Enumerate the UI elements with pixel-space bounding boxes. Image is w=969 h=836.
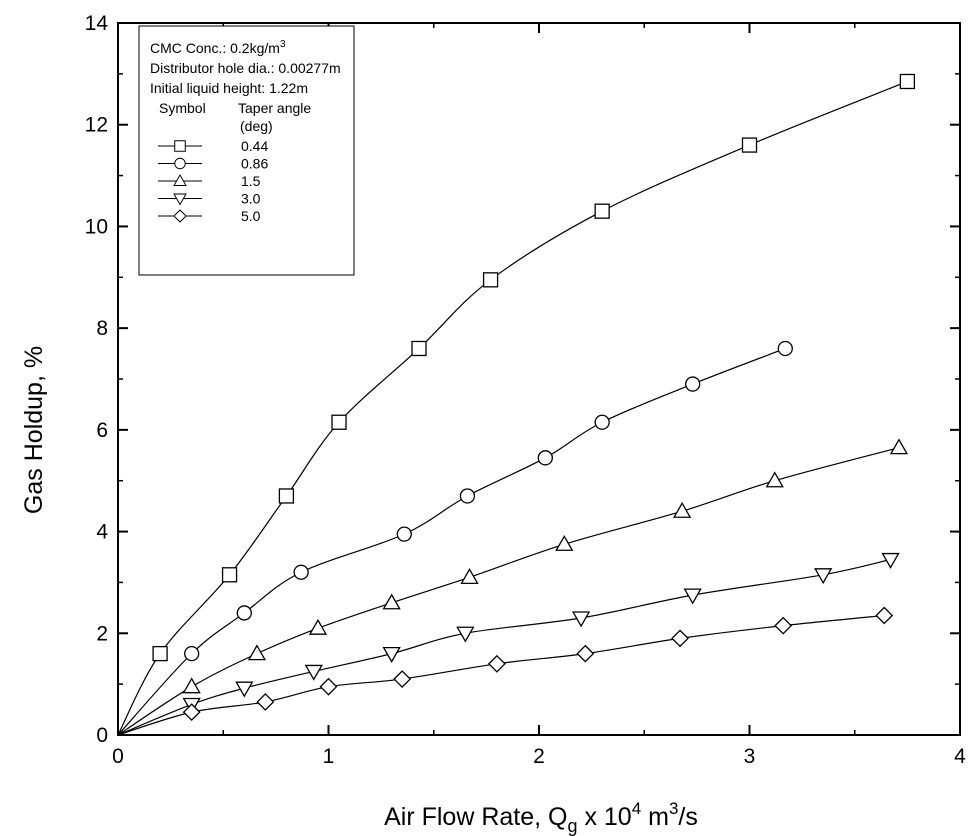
legend-marker <box>174 157 186 170</box>
legend-label: 1.5 <box>241 173 261 189</box>
data-point <box>382 646 401 663</box>
data-point <box>182 703 201 722</box>
x-axis-title: Air Flow Rate, Qg x 104 m3/s <box>384 799 698 836</box>
legend-entry: 5.0 <box>158 208 261 224</box>
legend-symbol-header: Symbol <box>159 100 206 116</box>
data-point <box>460 568 479 584</box>
data-point <box>182 677 201 694</box>
data-point <box>152 645 168 662</box>
data-point <box>319 677 338 696</box>
legend-entry: 0.44 <box>158 138 268 154</box>
series-triangle-up <box>117 438 909 736</box>
data-point <box>765 471 784 488</box>
legend-marker <box>173 193 187 206</box>
y-tick-label: 10 <box>85 215 108 238</box>
data-point <box>576 644 595 663</box>
legend-line-conc: CMC Conc.: 0.2kg/m3 <box>150 39 286 56</box>
data-point <box>671 629 689 648</box>
y-tick-label: 0 <box>96 724 108 747</box>
y-tick-label: 6 <box>96 419 108 442</box>
legend-line-height: Initial liquid height: 1.22m <box>150 80 308 96</box>
data-point <box>382 593 401 610</box>
data-point <box>555 534 574 551</box>
data-point <box>875 606 894 625</box>
data-point <box>304 664 323 681</box>
y-axis-title: Gas Holdup, % <box>20 346 48 514</box>
y-tick-label: 8 <box>96 317 108 340</box>
legend-entry: 3.0 <box>158 191 261 207</box>
legend-marker <box>174 140 186 152</box>
x-tick-label: 4 <box>954 745 966 768</box>
data-point <box>741 137 758 153</box>
data-point <box>482 272 499 288</box>
data-point <box>685 376 701 392</box>
data-point <box>881 552 900 569</box>
data-point <box>308 618 328 635</box>
data-point <box>487 654 506 673</box>
data-point <box>236 605 252 621</box>
legend-marker <box>173 209 187 223</box>
y-tick-label: 12 <box>85 114 108 137</box>
data-point <box>393 670 412 688</box>
y-tick-label: 14 <box>85 12 109 35</box>
y-tick-label: 4 <box>96 521 108 544</box>
legend-marker <box>173 174 187 186</box>
series-line <box>117 614 885 736</box>
series-line <box>117 558 891 736</box>
data-point <box>673 501 692 518</box>
legend-label: 0.44 <box>241 138 268 154</box>
data-point <box>777 340 793 357</box>
data-point <box>594 414 610 430</box>
series-square <box>117 73 916 736</box>
data-point <box>774 616 793 635</box>
legend-entry: 0.86 <box>158 156 268 172</box>
data-point <box>683 588 702 605</box>
data-point <box>899 73 916 90</box>
legend-label: 0.86 <box>241 156 268 172</box>
data-point <box>396 526 412 542</box>
series-line <box>117 80 908 736</box>
data-point <box>331 414 347 430</box>
data-point <box>293 564 309 580</box>
legend-entry: 1.5 <box>158 173 261 189</box>
data-point <box>247 644 267 661</box>
legend-taper-header: Taper angle <box>238 100 311 116</box>
data-point <box>221 567 238 583</box>
series-line <box>117 347 786 736</box>
x-tick-label: 0 <box>112 745 124 768</box>
series-circle <box>117 340 793 736</box>
legend-deg-header: (deg) <box>240 118 273 134</box>
data-point <box>184 645 200 662</box>
y-tick-label: 2 <box>96 622 108 645</box>
series-layer <box>117 73 916 736</box>
series-line <box>117 447 900 736</box>
data-point <box>456 626 475 643</box>
data-point <box>537 450 553 466</box>
legend-label: 3.0 <box>241 191 261 207</box>
series-diamond <box>117 606 894 736</box>
data-point <box>459 488 476 504</box>
data-point <box>235 681 254 698</box>
data-point <box>278 488 295 504</box>
data-point <box>411 340 427 357</box>
data-point <box>256 693 275 711</box>
legend: CMC Conc.: 0.2kg/m3 Distributor hole dia… <box>138 25 355 276</box>
data-point <box>594 203 610 219</box>
data-point <box>814 568 833 585</box>
data-point <box>889 438 909 455</box>
x-tick-label: 2 <box>533 745 545 768</box>
legend-label: 5.0 <box>241 208 261 224</box>
x-tick-label: 3 <box>744 745 756 768</box>
legend-line-hole: Distributor hole dia.: 0.00277m <box>150 60 341 76</box>
x-tick-label: 1 <box>323 745 335 768</box>
series-triangle-down <box>117 552 900 736</box>
legend-entries: 0.44 0.861.5 3.05.0 <box>158 138 268 224</box>
data-point <box>571 611 591 628</box>
